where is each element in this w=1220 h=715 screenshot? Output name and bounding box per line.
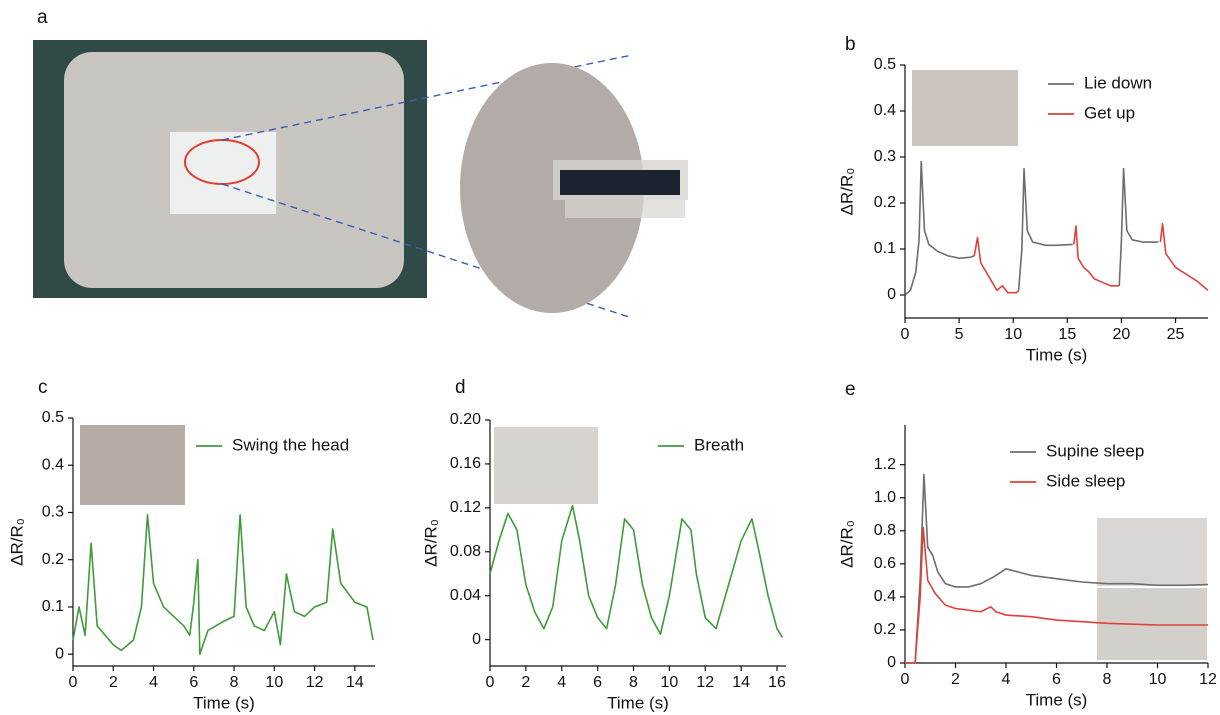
y-tick-label: 0.2 <box>42 551 64 568</box>
y-tick-label: 0.08 <box>450 543 481 560</box>
x-tick-label: 2 <box>109 674 118 691</box>
y-tick-label: 0.4 <box>874 588 896 605</box>
y-axis-title: ΔR/R₀ <box>7 518 26 566</box>
y-tick-label: 0.12 <box>450 499 481 516</box>
x-tick-label: 10 <box>660 674 678 691</box>
x-tick-label: 8 <box>629 674 638 691</box>
y-tick-label: 0 <box>887 654 896 671</box>
inset-photo <box>1097 518 1207 586</box>
y-axis-title: ΔR/R₀ <box>421 519 440 567</box>
data-line <box>905 473 1209 664</box>
data-line <box>973 222 1209 294</box>
y-tick-label: 0.2 <box>874 194 896 211</box>
inset-photo <box>80 425 185 505</box>
x-tick-label: 4 <box>1002 671 1011 688</box>
data-line <box>72 514 374 655</box>
x-tick-label: 14 <box>732 674 750 691</box>
y-tick-label: 0.4 <box>874 102 896 119</box>
x-tick-label: 5 <box>955 326 964 343</box>
x-tick-label: 2 <box>521 674 530 691</box>
panel-label: e <box>845 379 856 400</box>
x-tick-label: 6 <box>189 674 198 691</box>
legend-label: Lie down <box>1084 73 1152 92</box>
y-tick-label: 0.5 <box>874 56 896 73</box>
x-axis-title: Time (s) <box>1026 345 1088 364</box>
x-tick-label: 8 <box>230 674 239 691</box>
x-tick-label: 15 <box>1058 326 1076 343</box>
legend-label: Swing the head <box>232 435 349 454</box>
y-tick-label: 1.2 <box>874 456 896 473</box>
y-tick-label: 0.6 <box>874 555 896 572</box>
data-line <box>904 160 1159 296</box>
y-tick-label: 0.1 <box>42 598 64 615</box>
y-tick-label: 0 <box>55 645 64 662</box>
x-tick-label: 10 <box>1149 671 1167 688</box>
x-tick-label: 25 <box>1167 326 1185 343</box>
y-tick-label: 0.2 <box>874 621 896 638</box>
panel-label: d <box>455 377 466 398</box>
x-tick-label: 0 <box>486 674 495 691</box>
y-tick-label: 0.16 <box>450 455 481 472</box>
x-tick-label: 12 <box>696 674 714 691</box>
legend-label: Breath <box>694 435 744 454</box>
inset-photo <box>494 427 598 504</box>
data-line <box>489 504 784 638</box>
legend-label: Get up <box>1084 103 1135 122</box>
panel-label: a <box>37 7 48 28</box>
x-axis-title: Time (s) <box>607 693 669 712</box>
x-tick-label: 0 <box>901 326 910 343</box>
pillow-photo <box>33 40 633 319</box>
y-tick-label: 0.20 <box>450 411 481 428</box>
x-tick-label: 0 <box>69 674 78 691</box>
x-tick-label: 4 <box>149 674 158 691</box>
legend-label: Side sleep <box>1046 471 1125 490</box>
legend-label: Supine sleep <box>1046 441 1144 460</box>
x-tick-label: 6 <box>1052 671 1061 688</box>
x-tick-label: 2 <box>951 671 960 688</box>
y-tick-label: 0.8 <box>874 522 896 539</box>
x-tick-label: 10 <box>1004 326 1022 343</box>
y-tick-label: 0.04 <box>450 587 481 604</box>
y-tick-label: 1.0 <box>874 489 896 506</box>
x-tick-label: 16 <box>768 674 786 691</box>
y-tick-label: 0.1 <box>874 240 896 257</box>
panel-label: b <box>845 34 856 55</box>
panel-label: c <box>38 377 48 398</box>
y-tick-label: 0.5 <box>42 409 64 426</box>
x-tick-label: 20 <box>1113 326 1131 343</box>
x-tick-label: 12 <box>306 674 324 691</box>
y-tick-label: 0.3 <box>874 148 896 165</box>
y-axis-title: ΔR/R₀ <box>837 520 856 568</box>
y-tick-label: 0.3 <box>42 504 64 521</box>
data-line <box>905 526 1208 664</box>
x-tick-label: 14 <box>346 674 364 691</box>
y-tick-label: 0.4 <box>42 456 64 473</box>
x-axis-title: Time (s) <box>193 693 255 712</box>
sensor-closeup <box>460 63 688 313</box>
y-tick-label: 0 <box>887 286 896 303</box>
x-tick-label: 12 <box>1199 671 1217 688</box>
x-tick-label: 4 <box>557 674 566 691</box>
x-tick-label: 10 <box>265 674 283 691</box>
x-tick-label: 6 <box>593 674 602 691</box>
y-tick-label: 0 <box>472 631 481 648</box>
inset-photo <box>912 70 1018 146</box>
x-tick-label: 8 <box>1103 671 1112 688</box>
x-tick-label: 0 <box>901 671 910 688</box>
x-axis-title: Time (s) <box>1026 690 1088 709</box>
y-axis-title: ΔR/R₀ <box>837 168 856 216</box>
